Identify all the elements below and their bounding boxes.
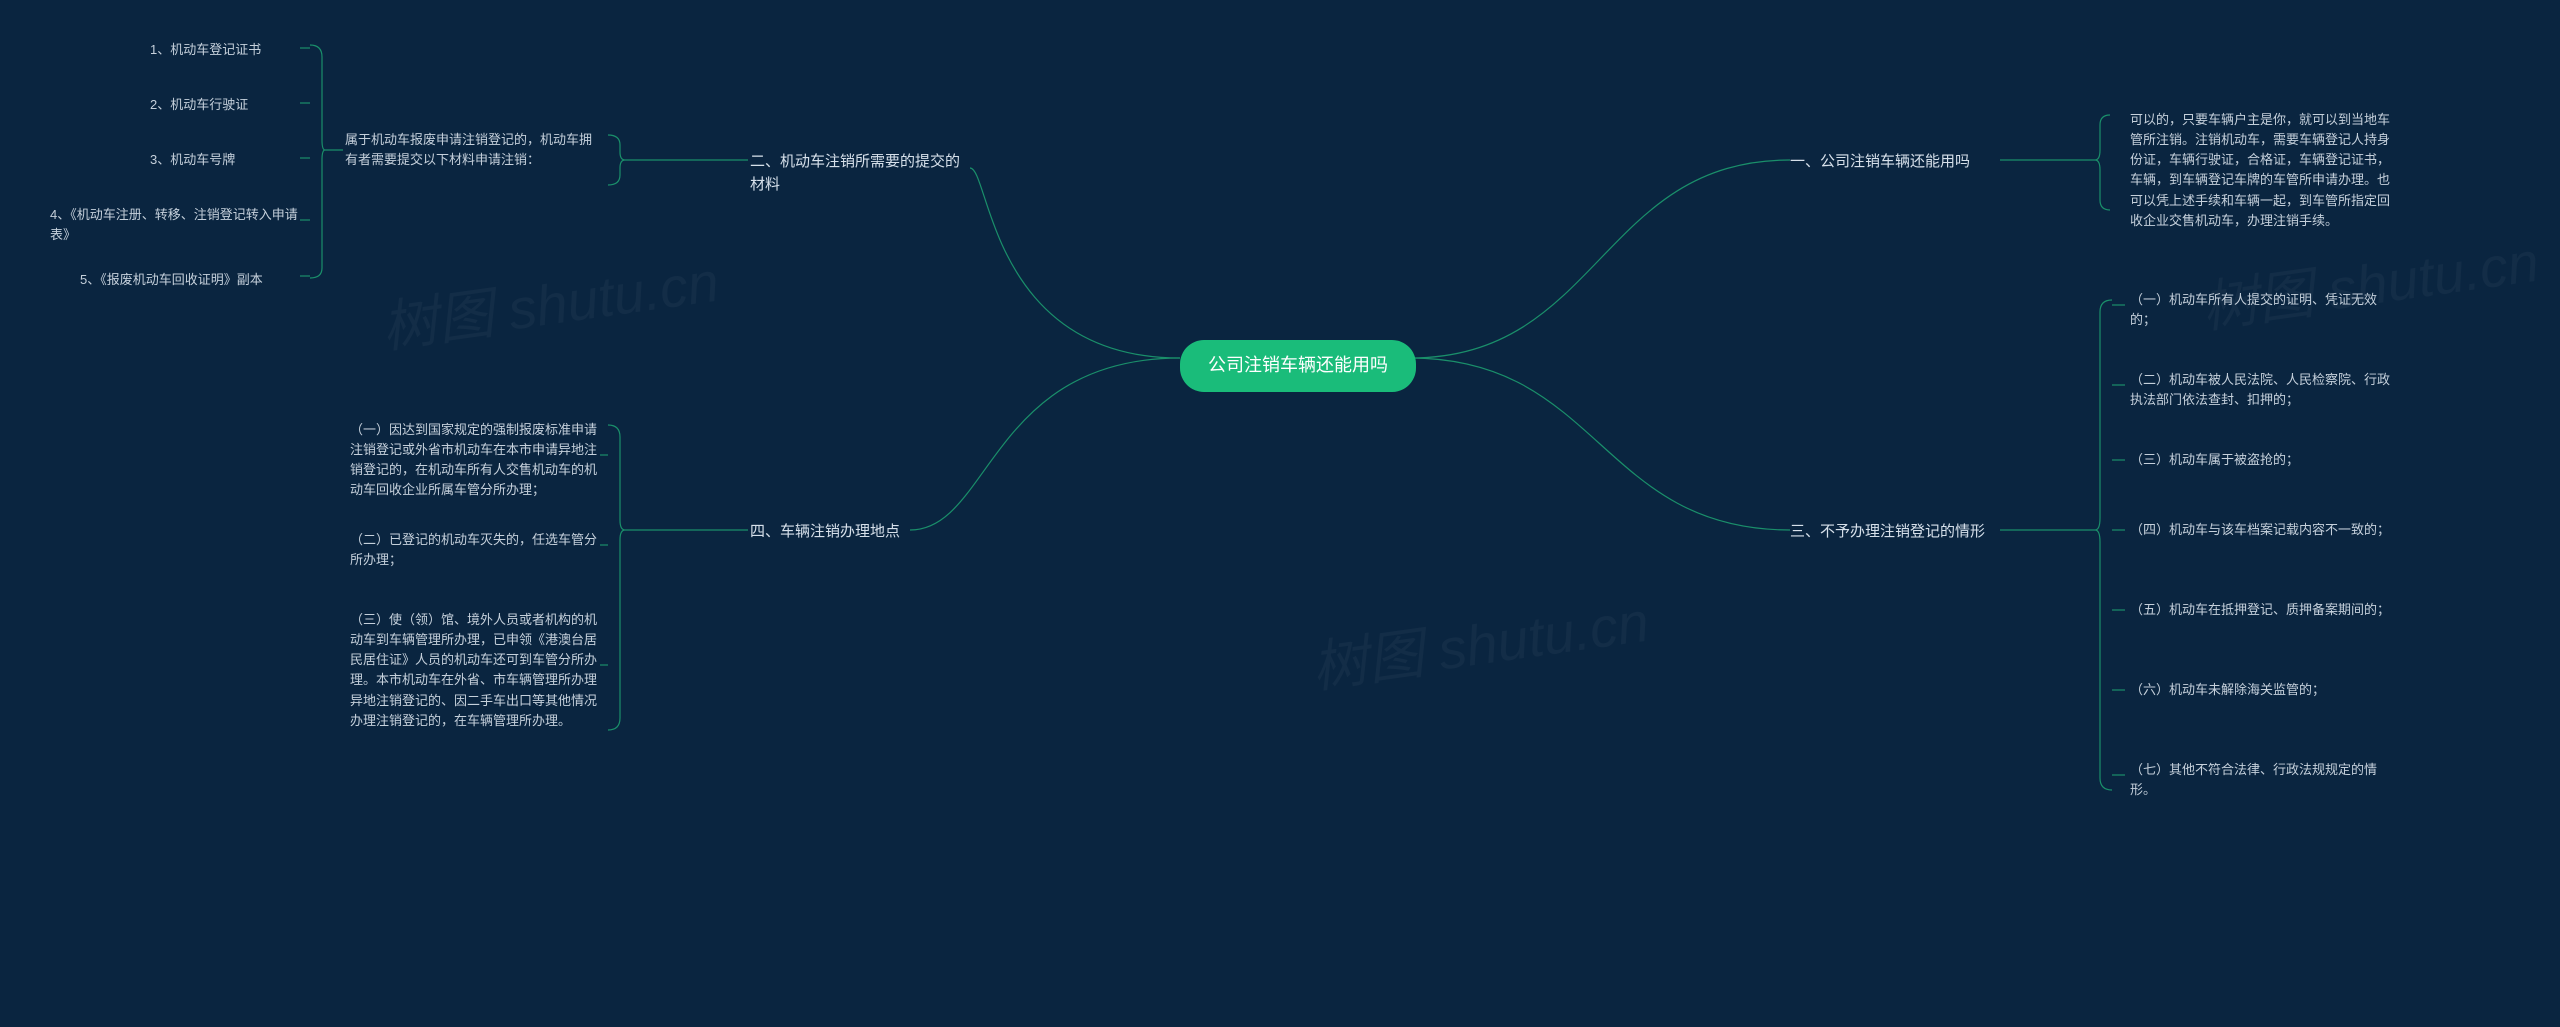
branch-1-leaf-0: 可以的，只要车辆户主是你，就可以到当地车管所注销。注销机动车，需要车辆登记人持身… [2130,110,2400,231]
branch-2-leaf-1: 2、机动车行驶证 [150,95,248,115]
branch-2: 二、机动车注销所需要的提交的材料 [750,150,970,197]
watermark-2: 树图 shutu.cn [1306,577,1653,704]
branch-2-leaf-2: 3、机动车号牌 [150,150,235,170]
branch-3-leaf-1: （二）机动车被人民法院、人民检察院、行政执法部门依法查封、扣押的； [2130,370,2400,410]
branch-3-leaf-2: （三）机动车属于被盗抢的； [2130,450,2400,470]
branch-2-leaf-4: 5、《报废机动车回收证明》副本 [80,270,263,290]
branch-2-mid: 属于机动车报废申请注销登记的，机动车拥有者需要提交以下材料申请注销： [345,130,595,170]
branch-3: 三、不予办理注销登记的情形 [1790,520,1985,543]
branch-2-leaf-3: 4、《机动车注册、转移、注销登记转入申请表》 [50,205,300,245]
branch-1: 一、公司注销车辆还能用吗 [1790,150,1970,173]
branch-3-leaf-3: （四）机动车与该车档案记载内容不一致的； [2130,520,2400,540]
branch-4-leaf-1: （二）已登记的机动车灭失的，任选车管分所办理； [350,530,600,570]
branch-2-leaf-0: 1、机动车登记证书 [150,40,261,60]
branch-3-leaf-0: （一）机动车所有人提交的证明、凭证无效的； [2130,290,2400,330]
branch-4-leaf-2: （三）使（领）馆、境外人员或者机构的机动车到车辆管理所办理，已申领《港澳台居民居… [350,610,600,731]
root-node: 公司注销车辆还能用吗 [1180,340,1416,392]
branch-3-leaf-4: （五）机动车在抵押登记、质押备案期间的； [2130,600,2400,620]
watermark-1: 树图 shutu.cn [376,237,723,364]
branch-4-leaf-0: （一）因达到国家规定的强制报废标准申请注销登记或外省市机动车在本市申请异地注销登… [350,420,600,501]
branch-3-leaf-5: （六）机动车未解除海关监管的； [2130,680,2400,700]
branch-4: 四、车辆注销办理地点 [750,520,900,543]
branch-3-leaf-6: （七）其他不符合法律、行政法规规定的情形。 [2130,760,2400,800]
